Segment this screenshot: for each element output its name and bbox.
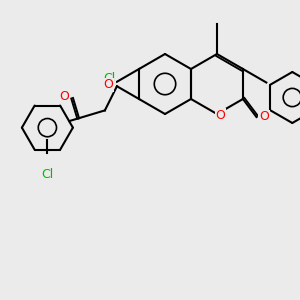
Text: O: O (103, 78, 113, 91)
Text: O: O (60, 90, 70, 103)
Text: Cl: Cl (41, 168, 53, 181)
Text: O: O (216, 109, 226, 122)
Text: Cl: Cl (103, 72, 116, 85)
Text: O: O (259, 110, 269, 124)
